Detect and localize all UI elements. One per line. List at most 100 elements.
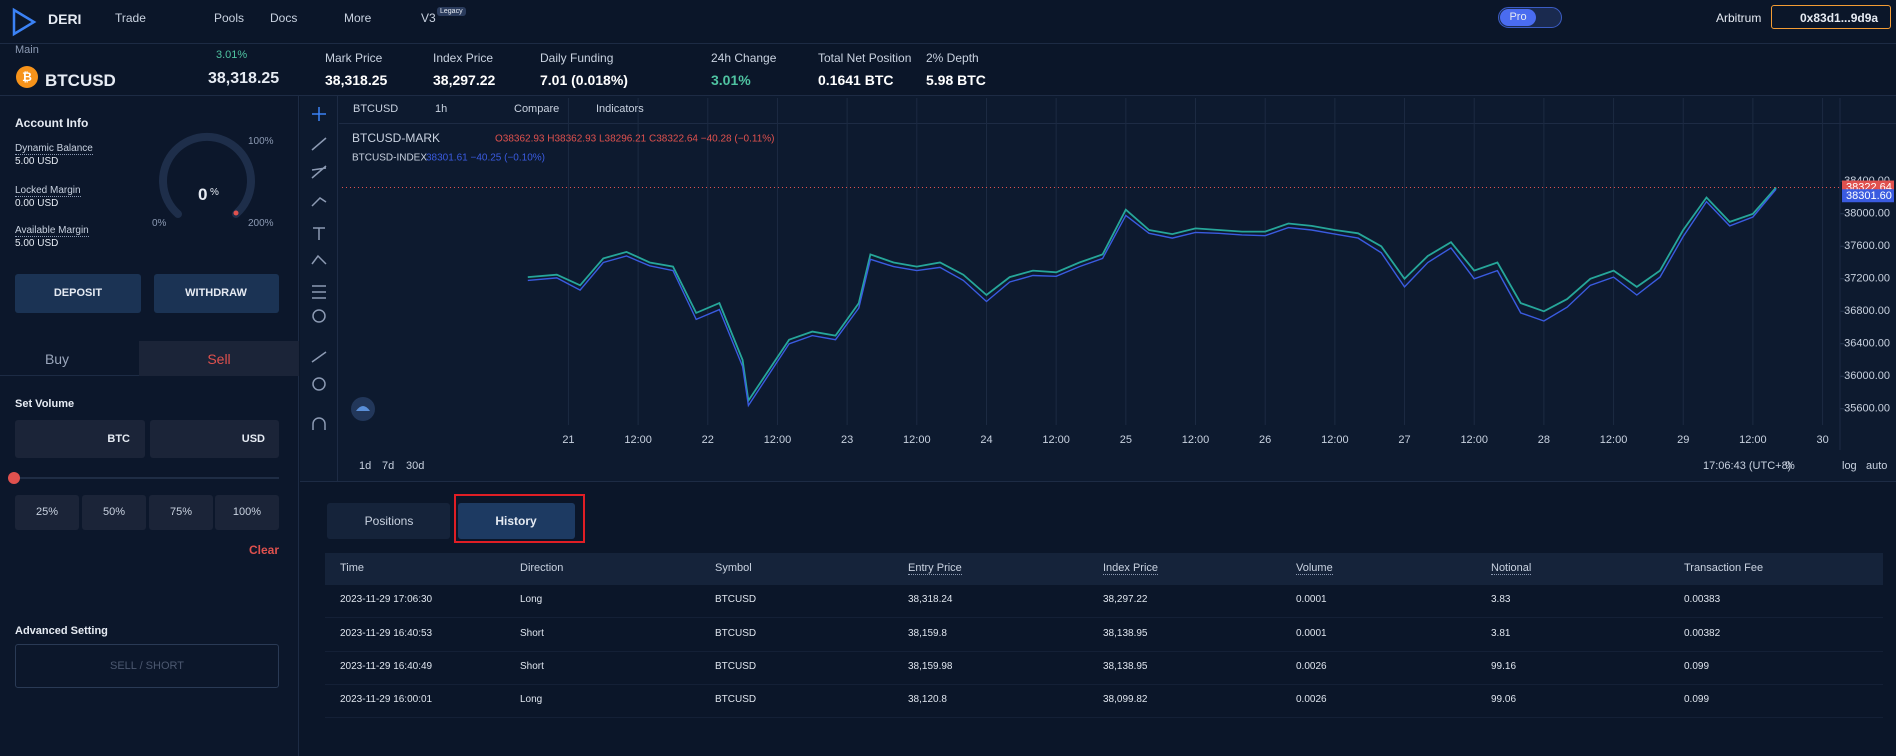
stat-label: 24h Change: [711, 51, 777, 65]
gauge-mid: 100%: [248, 136, 274, 147]
market-price: 38,318.25: [208, 70, 280, 87]
legend-name: BTCUSD-INDEX: [352, 153, 427, 164]
deposit-button[interactable]: [15, 274, 141, 313]
table-cell: 0.0026: [1296, 661, 1327, 672]
preset-label: 100%: [232, 506, 262, 518]
table-cell: 3.83: [1491, 594, 1511, 605]
scale-option[interactable]: log: [1842, 460, 1857, 472]
table-cell: BTCUSD: [715, 661, 757, 672]
chart-tool-column: [300, 96, 338, 482]
range-button[interactable]: 7d: [382, 460, 395, 472]
toolbar-indicators[interactable]: Indicators: [596, 103, 644, 115]
positions-tab[interactable]: [327, 503, 450, 539]
history-tab[interactable]: [458, 503, 575, 539]
usd-input[interactable]: [150, 420, 279, 458]
chart-clock: 17:06:43 (UTC+8): [1703, 460, 1792, 472]
market-change: 3.01%: [216, 49, 248, 61]
table-cell: 38,138.95: [1103, 628, 1148, 639]
withdraw-button[interactable]: [154, 274, 279, 313]
x-tick-label: 27: [1398, 434, 1410, 446]
nav-item[interactable]: Pools: [214, 11, 245, 25]
submit-label: SELL / SHORT: [110, 660, 184, 672]
nav-item[interactable]: More: [344, 11, 372, 25]
y-tick-label: 36800.00: [1844, 305, 1890, 317]
btc-coin: ₿: [16, 66, 38, 88]
volume-slider-knob[interactable]: [8, 472, 20, 484]
x-tick-label: 12:00: [1321, 434, 1349, 446]
btc-input[interactable]: [15, 420, 145, 458]
toolbar-interval[interactable]: 1h: [435, 103, 448, 115]
x-tick-label: 28: [1538, 434, 1550, 446]
table-cell: Short: [520, 628, 544, 639]
preset-button[interactable]: [149, 495, 213, 530]
gauge-unit: %: [210, 187, 219, 198]
x-tick-label: 22: [702, 434, 714, 446]
wallet-box[interactable]: [1771, 5, 1891, 29]
clear-button[interactable]: Clear: [248, 543, 279, 557]
gauge-max: 200%: [248, 218, 274, 229]
legend-values: 38301.61 −40.25 (−0.10%): [426, 153, 545, 164]
table-cell: 38,159.8: [908, 628, 947, 639]
toolbar-symbol[interactable]: BTCUSD: [353, 103, 399, 115]
buy-tab-bg[interactable]: [0, 341, 139, 376]
x-tick-label: 12:00: [1182, 434, 1210, 446]
account-label: Dynamic Balance: [15, 143, 93, 155]
scale-option[interactable]: auto: [1866, 460, 1888, 472]
sell-tab-bg[interactable]: [139, 341, 299, 376]
legend-values: O38362.93 H38362.93 L38296.21 C38322.64 …: [495, 134, 775, 145]
nav-item[interactable]: V3: [421, 11, 436, 25]
table-header: Volume: [1296, 562, 1333, 575]
table-cell: 0.0001: [1296, 594, 1327, 605]
account-title: Account Info: [15, 116, 89, 130]
stat-label: Daily Funding: [540, 51, 614, 65]
x-tick-label: 12:00: [764, 434, 792, 446]
x-tick-label: 12:00: [1739, 434, 1767, 446]
x-tick-label: 24: [980, 434, 992, 446]
table-cell: 99.16: [1491, 661, 1517, 672]
svg-text:₿: ₿: [22, 70, 32, 84]
chart-toolbar: [339, 96, 1896, 124]
price-line: [527, 186, 1777, 404]
stat-value: 3.01%: [711, 72, 751, 88]
x-tick-label: 12:00: [1042, 434, 1070, 446]
price-tag: [1842, 189, 1894, 203]
table-cell: 2023-11-29 16:00:01: [340, 694, 433, 705]
logo-icon: [12, 7, 37, 37]
row-divider: [325, 617, 1883, 618]
nav-item[interactable]: Trade: [115, 11, 146, 25]
volume-slider-track: [15, 477, 279, 479]
history-tab-label: History: [495, 514, 537, 528]
logo-text: DERI: [48, 11, 82, 27]
network-selector[interactable]: Arbitrum: [1716, 11, 1762, 25]
legacy-badge: Legacy: [437, 7, 466, 16]
x-tick-label: 21: [562, 434, 574, 446]
btc-unit: BTC: [107, 433, 130, 445]
table-cell: 2023-11-29 16:40:53: [340, 628, 433, 639]
row-divider: [325, 717, 1883, 718]
table-cell: 38,120.8: [908, 694, 947, 705]
x-tick-label: 12:00: [624, 434, 652, 446]
range-button[interactable]: 1d: [359, 460, 372, 472]
submit-button[interactable]: [15, 644, 279, 688]
range-button[interactable]: 30d: [406, 460, 425, 472]
withdraw-label: WITHDRAW: [185, 287, 247, 299]
toolbar-compare[interactable]: Compare: [514, 103, 560, 115]
x-tick-label: 12:00: [903, 434, 931, 446]
advanced-setting[interactable]: Advanced Setting: [15, 625, 108, 637]
table-cell: Short: [520, 661, 544, 672]
y-tick-label: 36000.00: [1844, 370, 1890, 382]
buy-tab: Buy: [44, 351, 70, 367]
preset-button[interactable]: [82, 495, 146, 530]
market-symbol[interactable]: BTCUSD: [45, 71, 116, 90]
preset-button[interactable]: [215, 495, 279, 530]
nav-item[interactable]: Docs: [270, 11, 298, 25]
stat-label: Mark Price: [325, 51, 383, 65]
preset-button[interactable]: [15, 495, 79, 530]
table-cell: 38,159.98: [908, 661, 953, 672]
scale-option[interactable]: %: [1785, 460, 1795, 472]
pro-label: Pro: [1509, 11, 1527, 23]
table-header: Symbol: [715, 562, 752, 574]
table-cell: 2023-11-29 16:40:49: [340, 661, 433, 672]
stat-value: 38,318.25: [325, 72, 388, 88]
